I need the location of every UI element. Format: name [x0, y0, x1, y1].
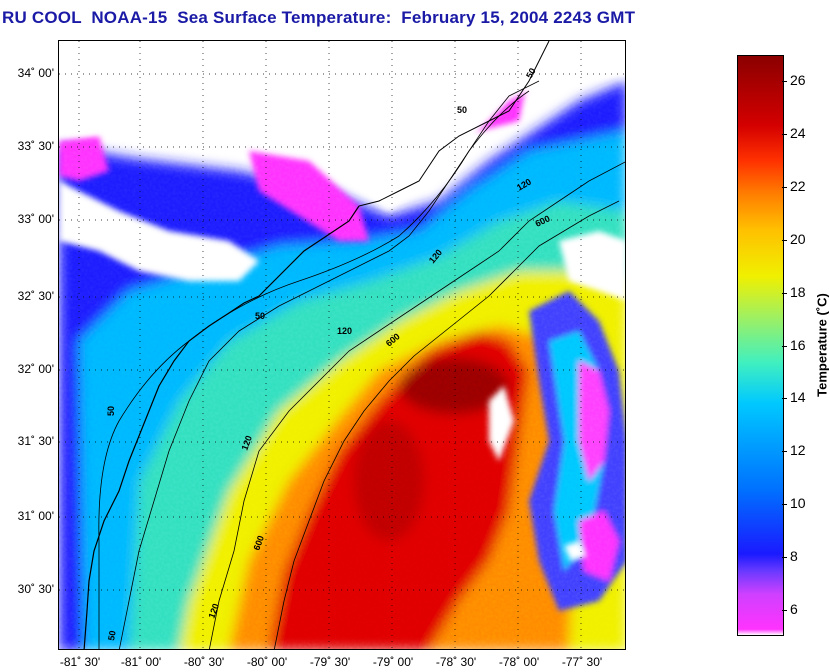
contour-label: 50: [255, 311, 265, 321]
lat-tick-label: 32˚ 00': [17, 362, 54, 376]
colorbar-tick-label: 26: [790, 72, 806, 89]
colorbar-tick-mark: [782, 451, 787, 453]
colorbar-label: Temperature (˚C): [814, 293, 830, 397]
colorbar-tick-mark: [782, 556, 787, 558]
contour-label: 50: [106, 630, 118, 642]
colorbar-tick-mark: [782, 81, 787, 83]
lat-tick-label: 32˚ 30': [17, 289, 54, 303]
colorbar-tick-label: 12: [790, 442, 806, 459]
colorbar-tick-mark: [782, 239, 787, 241]
lon-tick-label: -80˚ 00': [246, 655, 288, 669]
contour-label: 120: [239, 434, 254, 452]
contour-label: 50: [524, 66, 538, 80]
lat-tick-label: 33˚ 30': [17, 139, 54, 153]
lat-tick-label: 31˚ 00': [17, 509, 54, 523]
colorbar-tick-mark: [782, 345, 787, 347]
lon-tick-label: -80˚ 30': [183, 655, 225, 669]
lat-tick-label: 34˚ 00': [17, 66, 54, 80]
sst-map-image: 50 50 50 50 50 120 120 120 120 120 600 6…: [59, 41, 625, 649]
lon-tick-label: -79˚ 00': [372, 655, 414, 669]
coastline: [358, 41, 550, 207]
isobath-120m: [208, 161, 625, 649]
colorbar-tick-label: 10: [790, 494, 806, 511]
lon-tick-label: -78˚ 30': [435, 655, 477, 669]
colorbar-tick-label: 24: [790, 125, 806, 142]
map-title: RU COOL NOAA-15 Sea Surface Temperature:…: [2, 8, 636, 27]
lon-tick-label: -78˚ 00': [498, 655, 540, 669]
contour-label: 120: [337, 326, 352, 336]
colorbar-tick-mark: [782, 134, 787, 136]
colorbar-tick-label: 8: [790, 547, 798, 564]
colorbar-tick-mark: [782, 503, 787, 505]
contour-label: 120: [206, 602, 221, 620]
colorbar-tick-label: 14: [790, 389, 806, 406]
lon-tick-label: -79˚ 30': [309, 655, 351, 669]
lat-tick-label: 30˚ 30': [17, 582, 54, 596]
isobath-extra: [98, 90, 530, 649]
sst-map: 50 50 50 50 50 120 120 120 120 120 600 6…: [58, 40, 626, 650]
colorbar-tick-mark: [782, 609, 787, 611]
colorbar-tick-label: 16: [790, 336, 806, 353]
contour-label: 50: [457, 105, 467, 115]
isobath-600m: [273, 200, 620, 649]
colorbar-tick-label: 22: [790, 178, 806, 195]
contour-label: 600: [251, 534, 266, 552]
colorbar-tick-mark: [782, 292, 787, 294]
temperature-colorbar: [737, 55, 784, 636]
colorbar-tick-mark: [782, 187, 787, 189]
colorbar-tick-mark: [782, 398, 787, 400]
image-texture: [59, 41, 625, 649]
lon-tick-label: -77˚ 30': [561, 655, 603, 669]
colorbar-tick-label: 18: [790, 283, 806, 300]
contour-label: 50: [106, 406, 116, 416]
lon-tick-label: -81˚ 00': [120, 655, 162, 669]
colorbar-tick-label: 6: [790, 600, 798, 617]
colorbar-tick-label: 20: [790, 230, 806, 247]
lon-tick-label: -81˚ 30': [59, 655, 101, 669]
lat-tick-label: 33˚ 00': [17, 212, 54, 226]
lat-tick-label: 31˚ 30': [17, 434, 54, 448]
